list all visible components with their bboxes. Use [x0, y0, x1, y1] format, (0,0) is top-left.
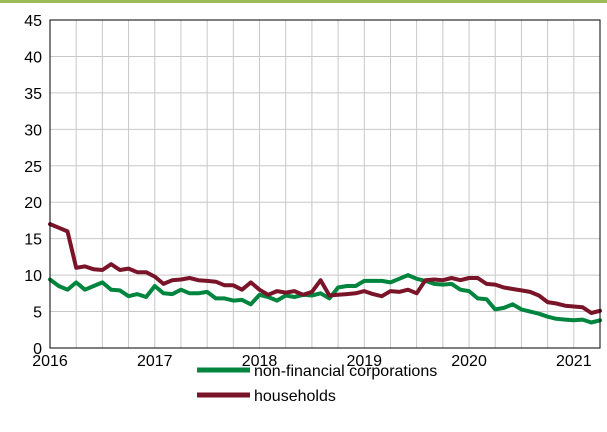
y-tick-label: 20 — [24, 195, 42, 212]
series-line-2 — [48, 222, 602, 315]
series-line-1 — [48, 273, 602, 325]
x-axis-ticks: 2016 2017 2018 2019 2020 2021 — [32, 353, 592, 370]
y-tick-label: 35 — [24, 86, 42, 103]
y-tick-label: 0 — [33, 341, 42, 358]
y-tick-label: 25 — [24, 159, 42, 176]
plot-area-frame — [49, 19, 601, 349]
y-tick-label: 45 — [24, 13, 42, 30]
y-tick-label: 10 — [24, 268, 42, 285]
chart-grid — [50, 19, 600, 348]
y-tick-label: 15 — [24, 232, 42, 249]
legend-label: non-financial corporations — [254, 363, 437, 380]
x-tick-label: 2016 — [32, 353, 68, 370]
x-tick-label: 2021 — [556, 353, 592, 370]
y-tick-label: 30 — [24, 122, 42, 139]
y-tick-label: 5 — [33, 305, 42, 322]
chart-series — [48, 222, 602, 325]
x-tick-label: 2019 — [346, 353, 382, 370]
y-tick-label: 40 — [24, 49, 42, 66]
x-tick-label: 2018 — [242, 353, 278, 370]
chart-legend: non-financial corporations households — [197, 363, 437, 405]
x-tick-label: 2020 — [451, 353, 487, 370]
y-axis-ticks: 0 5 10 15 20 25 30 35 40 45 — [24, 13, 42, 358]
top-accent-bar — [0, 0, 607, 3]
legend-label: households — [254, 388, 336, 405]
x-tick-label: 2017 — [137, 353, 173, 370]
